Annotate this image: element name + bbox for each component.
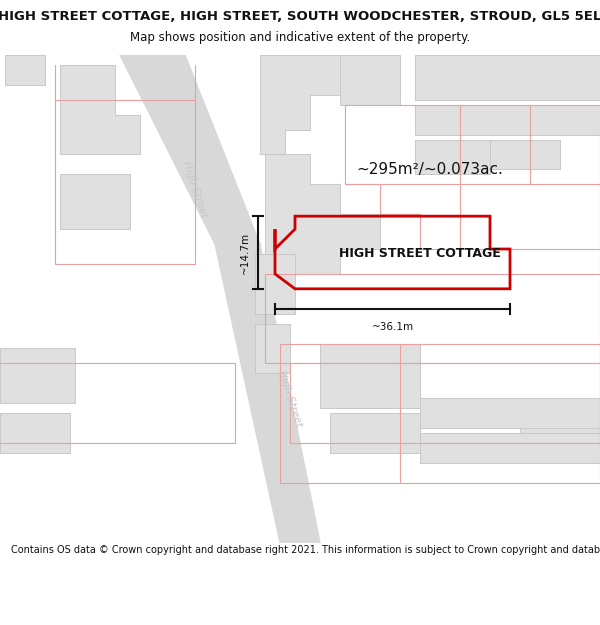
Polygon shape — [415, 55, 600, 100]
Polygon shape — [120, 55, 260, 244]
Polygon shape — [340, 55, 400, 105]
Text: ~295m²/~0.073ac.: ~295m²/~0.073ac. — [356, 162, 503, 177]
Polygon shape — [490, 139, 560, 169]
Text: HIGH STREET COTTAGE, HIGH STREET, SOUTH WOODCHESTER, STROUD, GL5 5EL: HIGH STREET COTTAGE, HIGH STREET, SOUTH … — [0, 10, 600, 23]
Text: High Street: High Street — [276, 369, 304, 428]
Polygon shape — [420, 398, 600, 428]
Text: Map shows position and indicative extent of the property.: Map shows position and indicative extent… — [130, 31, 470, 44]
Text: ~36.1m: ~36.1m — [371, 322, 413, 332]
Polygon shape — [215, 244, 320, 542]
Text: Contains OS data © Crown copyright and database right 2021. This information is : Contains OS data © Crown copyright and d… — [11, 545, 600, 555]
Polygon shape — [0, 349, 75, 403]
Polygon shape — [415, 105, 600, 134]
Polygon shape — [255, 324, 290, 373]
Polygon shape — [520, 403, 600, 433]
Polygon shape — [415, 139, 490, 174]
Polygon shape — [255, 254, 295, 314]
Polygon shape — [330, 413, 420, 453]
Polygon shape — [60, 65, 140, 154]
Polygon shape — [265, 154, 380, 274]
Polygon shape — [5, 55, 45, 85]
Text: High Street: High Street — [181, 160, 209, 219]
Polygon shape — [260, 55, 340, 154]
Text: HIGH STREET COTTAGE: HIGH STREET COTTAGE — [339, 248, 501, 261]
Polygon shape — [420, 433, 600, 463]
Polygon shape — [0, 413, 70, 453]
Text: ~14.7m: ~14.7m — [240, 231, 250, 274]
Polygon shape — [320, 344, 420, 408]
Polygon shape — [60, 174, 130, 229]
